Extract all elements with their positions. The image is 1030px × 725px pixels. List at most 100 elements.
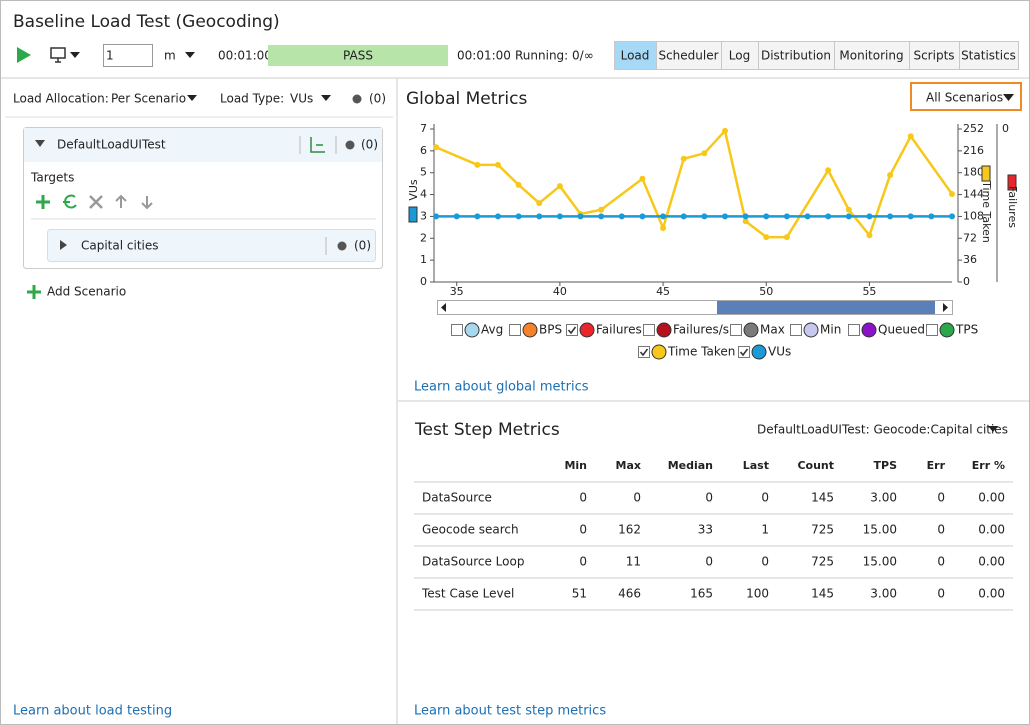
column-header: Max — [616, 459, 641, 472]
status-dot — [338, 242, 347, 251]
legend-label[interactable]: BPS — [539, 323, 562, 337]
data-point — [681, 213, 687, 219]
y2-axis-label: Time Taken — [980, 180, 993, 243]
data-point — [949, 213, 955, 219]
y-tick-label: 4 — [420, 188, 427, 201]
test-title: Baseline Load Test (Geocoding) — [13, 12, 280, 32]
legend-label[interactable]: TPS — [955, 323, 978, 337]
data-point — [619, 213, 625, 219]
legend-label[interactable]: Queued — [878, 323, 925, 337]
data-point — [557, 183, 563, 189]
duration-value[interactable]: 1 — [106, 49, 114, 63]
table-cell: 0.00 — [978, 555, 1005, 569]
table-cell: 145 — [811, 587, 834, 601]
legend-checkbox[interactable] — [739, 347, 750, 358]
status-dot — [353, 95, 362, 104]
data-point — [557, 213, 563, 219]
time-limit: 00:01:00 — [457, 49, 511, 63]
data-point — [701, 213, 707, 219]
y-tick-label: 0 — [420, 275, 427, 288]
table-cell: 0 — [579, 491, 587, 505]
allocation-value[interactable]: Per Scenario — [111, 92, 186, 106]
row-name: Test Case Level — [421, 587, 514, 601]
axis-swatch — [409, 207, 417, 222]
legend-checkbox[interactable] — [927, 325, 938, 336]
legend-checkbox[interactable] — [791, 325, 802, 336]
legend-checkbox[interactable] — [849, 325, 860, 336]
scenario-name[interactable]: DefaultLoadUITest — [57, 138, 166, 152]
table-cell: 725 — [811, 555, 834, 569]
data-point — [433, 213, 439, 219]
load-type-value[interactable]: VUs — [290, 92, 313, 106]
legend-swatch — [580, 323, 594, 337]
legend-label[interactable]: Failures/s — [673, 323, 729, 337]
scope-value[interactable]: DefaultLoadUITest: Geocode:Capital citie… — [757, 423, 1008, 437]
data-point — [516, 213, 522, 219]
table-cell: 15.00 — [863, 555, 897, 569]
legend-checkbox[interactable] — [510, 325, 521, 336]
add-scenario[interactable]: Add Scenario — [47, 285, 126, 299]
y3-tick-label: 0 — [1002, 122, 1009, 135]
table-cell: 15.00 — [863, 523, 897, 537]
data-point — [928, 213, 934, 219]
data-point — [825, 167, 831, 173]
data-point — [681, 156, 687, 162]
legend-label[interactable]: Failures — [596, 323, 642, 337]
y2-tick-label: 36 — [963, 253, 977, 266]
target-name[interactable]: Capital cities — [81, 239, 159, 253]
table-cell: 0 — [633, 491, 641, 505]
y-tick-label: 3 — [420, 209, 427, 222]
legend-checkbox[interactable] — [567, 325, 578, 336]
tab-label[interactable]: Distribution — [761, 49, 831, 63]
data-point — [908, 213, 914, 219]
help-link[interactable]: Learn about global metrics — [414, 380, 589, 395]
y-tick-label: 2 — [420, 231, 427, 244]
column-header: Count — [797, 459, 834, 472]
scope-value[interactable]: All Scenarios — [926, 91, 1003, 105]
x-tick-label: 55 — [862, 285, 876, 298]
legend-label[interactable]: VUs — [768, 345, 791, 359]
scrollbar[interactable] — [438, 301, 953, 315]
data-point — [846, 213, 852, 219]
help-link[interactable]: Learn about test step metrics — [414, 704, 606, 719]
tab-label[interactable]: Monitoring — [839, 49, 903, 63]
x-tick-label: 50 — [759, 285, 773, 298]
tab-label[interactable]: Load — [621, 49, 650, 63]
x-tick-label: 45 — [656, 285, 670, 298]
duration-unit[interactable]: m — [164, 49, 176, 63]
data-point — [825, 213, 831, 219]
column-header: Err % — [972, 459, 1005, 472]
tab-label[interactable]: Scheduler — [658, 49, 718, 63]
data-point — [805, 213, 811, 219]
y2-tick-label: 72 — [963, 231, 977, 244]
load-count: (0) — [369, 92, 386, 106]
column-header: Last — [743, 459, 769, 472]
table-cell: 3.00 — [870, 587, 897, 601]
legend-label[interactable]: Max — [760, 323, 785, 337]
column-header: Median — [668, 459, 713, 472]
data-point — [454, 213, 460, 219]
legend-checkbox[interactable] — [452, 325, 463, 336]
help-link[interactable]: Learn about load testing — [13, 704, 172, 719]
legend-checkbox[interactable] — [731, 325, 742, 336]
allocation-label: Load Allocation: — [13, 92, 109, 106]
y2-tick-label: 0 — [963, 275, 970, 288]
data-point — [722, 213, 728, 219]
legend-swatch — [657, 323, 671, 337]
data-point — [866, 232, 872, 238]
legend-label[interactable]: Min — [820, 323, 841, 337]
legend-checkbox[interactable] — [644, 325, 655, 336]
data-point — [949, 191, 955, 197]
legend-label[interactable]: Time Taken — [667, 345, 735, 359]
legend-swatch — [804, 323, 818, 337]
targets-label: Targets — [30, 171, 74, 185]
legend-checkbox[interactable] — [639, 347, 650, 358]
tab-label[interactable]: Statistics — [961, 49, 1016, 63]
legend-label[interactable]: Avg — [481, 323, 503, 337]
y3-axis-label: Failures — [1006, 186, 1019, 228]
tab-label[interactable]: Log — [729, 49, 750, 63]
data-point — [887, 172, 893, 178]
tab-label[interactable]: Scripts — [913, 49, 954, 63]
table-cell: 0 — [579, 555, 587, 569]
